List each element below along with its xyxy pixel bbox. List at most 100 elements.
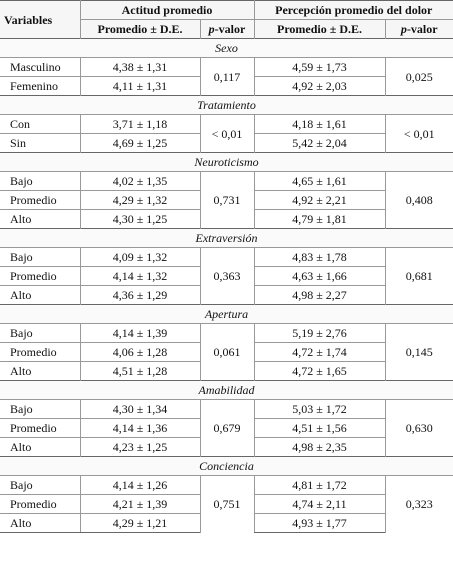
- actitud-value: 4,14 ± 1,39: [79, 323, 200, 343]
- header-variables: Variables: [0, 0, 80, 39]
- actitud-value: 4,14 ± 1,26: [79, 475, 200, 495]
- table-row: Promedio 4,14 ± 1,36 4,51 ± 1,56: [0, 418, 453, 438]
- category-label: Apertura: [0, 304, 453, 324]
- actitud-value: 4,38 ± 1,31: [79, 57, 200, 77]
- table-row: Alto 4,29 ± 1,21 4,93 ± 1,77: [0, 513, 453, 533]
- percepcion-value: 4,83 ± 1,78: [253, 247, 385, 267]
- actitud-value: 4,29 ± 1,32: [79, 190, 200, 210]
- row-label: Promedio: [0, 418, 80, 438]
- actitud-value: 4,69 ± 1,25: [79, 133, 200, 153]
- percepcion-pvalue: 0,681: [384, 247, 453, 305]
- header-percepcion: Percepción promedio del dolor: [253, 0, 453, 20]
- table-row: Alto 4,36 ± 1,29 4,98 ± 2,27: [0, 285, 453, 305]
- header-promedio-1: Promedio ± D.E.: [79, 19, 200, 39]
- actitud-value: 4,23 ± 1,25: [79, 437, 200, 457]
- actitud-value: 4,11 ± 1,31: [79, 76, 200, 96]
- category-row: Apertura: [0, 304, 453, 324]
- results-table: Variables Actitud promedio Percepción pr…: [0, 0, 453, 533]
- table-row: Promedio 4,29 ± 1,32 4,92 ± 2,21: [0, 190, 453, 210]
- category-label: Tratamiento: [0, 95, 453, 115]
- table-row: Bajo 4,02 ± 1,35 0,731 4,65 ± 1,61 0,408: [0, 171, 453, 229]
- percepcion-value: 4,72 ± 1,65: [253, 361, 385, 381]
- actitud-value: 4,14 ± 1,36: [79, 418, 200, 438]
- header-pvalor-2: p-valor: [384, 19, 453, 39]
- percepcion-value: 4,98 ± 2,35: [253, 437, 385, 457]
- percepcion-value: 4,63 ± 1,66: [253, 266, 385, 286]
- row-label: Alto: [0, 437, 80, 457]
- table-row: Promedio 4,21 ± 1,39 4,74 ± 2,11: [0, 494, 453, 514]
- percepcion-value: 4,51 ± 1,56: [253, 418, 385, 438]
- table-row: Promedio 4,14 ± 1,32 4,63 ± 1,66: [0, 266, 453, 286]
- actitud-pvalue: 0,363: [199, 247, 254, 305]
- category-row: Conciencia: [0, 456, 453, 476]
- table-header: Variables Actitud promedio Percepción pr…: [0, 0, 453, 39]
- category-row: Tratamiento: [0, 95, 453, 115]
- table-row: Bajo 4,09 ± 1,32 0,363 4,83 ± 1,78 0,681: [0, 247, 453, 305]
- table-row: Femenino 4,11 ± 1,31 4,92 ± 2,03: [0, 76, 453, 96]
- row-label: Bajo: [0, 171, 80, 191]
- actitud-value: 4,21 ± 1,39: [79, 494, 200, 514]
- percepcion-pvalue: 0,323: [384, 475, 453, 533]
- actitud-value: 3,71 ± 1,18: [79, 114, 200, 134]
- percepcion-value: 4,18 ± 1,61: [253, 114, 385, 134]
- row-label: Alto: [0, 285, 80, 305]
- category-label: Sexo: [0, 38, 453, 58]
- category-label: Conciencia: [0, 456, 453, 476]
- table-row: Alto 4,30 ± 1,25 4,79 ± 1,81: [0, 209, 453, 229]
- percepcion-value: 5,42 ± 2,04: [253, 133, 385, 153]
- percepcion-pvalue: 0,630: [384, 399, 453, 457]
- row-label: Bajo: [0, 475, 80, 495]
- header-actitud: Actitud promedio: [79, 0, 254, 20]
- percepcion-pvalue: < 0,01: [384, 114, 453, 153]
- row-label: Alto: [0, 513, 80, 533]
- percepcion-value: 4,59 ± 1,73: [253, 57, 385, 77]
- header-pvalor-2-rest: -valor: [406, 22, 438, 36]
- table-row: Bajo 4,14 ± 1,39 0,061 5,19 ± 2,76 0,145: [0, 323, 453, 381]
- category-label: Extraversión: [0, 228, 453, 248]
- actitud-value: 4,14 ± 1,32: [79, 266, 200, 286]
- percepcion-value: 4,81 ± 1,72: [253, 475, 385, 495]
- table-row: Alto 4,23 ± 1,25 4,98 ± 2,35: [0, 437, 453, 457]
- actitud-value: 4,51 ± 1,28: [79, 361, 200, 381]
- actitud-value: 4,02 ± 1,35: [79, 171, 200, 191]
- category-row: Amabilidad: [0, 380, 453, 400]
- row-label: Femenino: [0, 76, 80, 96]
- percepcion-value: 4,65 ± 1,61: [253, 171, 385, 191]
- row-label: Alto: [0, 209, 80, 229]
- actitud-pvalue: < 0,01: [199, 114, 254, 153]
- percepcion-pvalue: 0,025: [384, 57, 453, 96]
- actitud-value: 4,06 ± 1,28: [79, 342, 200, 362]
- category-row: Extraversión: [0, 228, 453, 248]
- table-row: Masculino 4,38 ± 1,31 0,117 4,59 ± 1,73 0,02…: [0, 57, 453, 96]
- row-label: Con: [0, 114, 80, 134]
- percepcion-value: 5,03 ± 1,72: [253, 399, 385, 419]
- row-label: Sin: [0, 133, 80, 153]
- row-label: Alto: [0, 361, 80, 381]
- actitud-value: 4,36 ± 1,29: [79, 285, 200, 305]
- row-label: Bajo: [0, 247, 80, 267]
- actitud-pvalue: 0,731: [199, 171, 254, 229]
- actitud-value: 4,29 ± 1,21: [79, 513, 200, 533]
- table-row: Sin 4,69 ± 1,25 5,42 ± 2,04: [0, 133, 453, 153]
- percepcion-value: 5,19 ± 2,76: [253, 323, 385, 343]
- table-body: Sexo Masculino 4,38 ± 1,31 0,117 4,59 ± 1,73…: [0, 38, 453, 533]
- row-label: Promedio: [0, 342, 80, 362]
- header-pvalor-1-rest: -valor: [214, 22, 246, 36]
- percepcion-value: 4,92 ± 2,21: [253, 190, 385, 210]
- header-pvalor-2-p: p: [400, 22, 407, 36]
- percepcion-value: 4,92 ± 2,03: [253, 76, 385, 96]
- row-label: Bajo: [0, 399, 80, 419]
- header-pvalor-1: p-valor: [199, 19, 254, 39]
- percepcion-pvalue: 0,145: [384, 323, 453, 381]
- percepcion-value: 4,79 ± 1,81: [253, 209, 385, 229]
- actitud-pvalue: 0,751: [199, 475, 254, 533]
- table-row: Promedio 4,06 ± 1,28 4,72 ± 1,74: [0, 342, 453, 362]
- header-pvalor-1-p: p: [208, 22, 215, 36]
- percepcion-value: 4,74 ± 2,11: [253, 494, 385, 514]
- table-row: Bajo 4,30 ± 1,34 0,679 5,03 ± 1,72 0,630: [0, 399, 453, 457]
- percepcion-value: 4,98 ± 2,27: [253, 285, 385, 305]
- percepcion-value: 4,93 ± 1,77: [253, 513, 385, 533]
- actitud-pvalue: 0,679: [199, 399, 254, 457]
- actitud-pvalue: 0,117: [199, 57, 254, 96]
- category-label: Amabilidad: [0, 380, 453, 400]
